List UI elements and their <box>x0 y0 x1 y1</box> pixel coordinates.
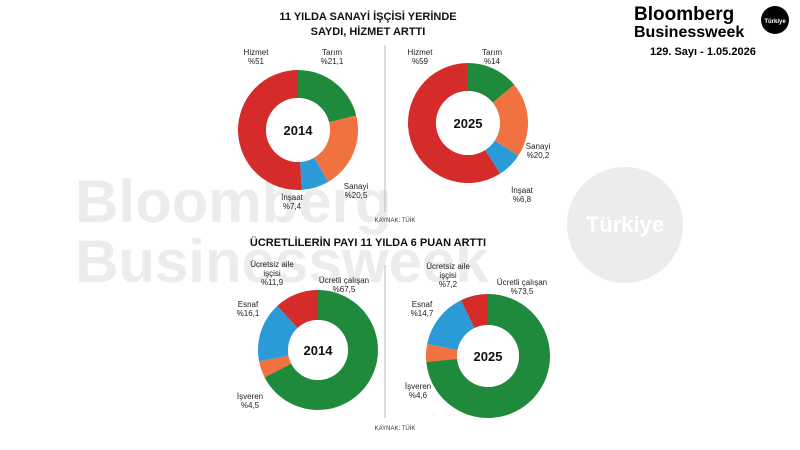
donut-hole <box>288 320 348 380</box>
donut-segment <box>485 140 519 174</box>
watermark-line2: Businessweek <box>75 228 489 295</box>
section-title: SAYDI, HİZMET ARTTI <box>311 25 426 38</box>
category-label: Tarım <box>482 48 502 57</box>
segment-label: Sanayi %20,5 <box>336 182 376 200</box>
value-label: %14 <box>483 57 500 66</box>
value-label: %16,1 <box>236 309 260 318</box>
category-label: Ücretli çalışan <box>496 278 548 287</box>
donut-hole <box>457 325 519 387</box>
donut-segment <box>300 157 329 190</box>
value-label: %11,9 <box>260 278 284 287</box>
donut-segment <box>468 63 515 103</box>
issue: 129. Sayı - 1.05.2026 <box>650 46 756 58</box>
donut-segment <box>460 294 488 329</box>
segment-label: Hizmet %51 <box>236 48 276 66</box>
category-label: Esnaf <box>237 300 259 309</box>
watermark-badge: Türkiye <box>586 212 664 237</box>
category-label: İşveren <box>404 382 432 391</box>
donut-segment <box>425 343 458 362</box>
donut-segment <box>492 84 528 156</box>
value-label: %7,4 <box>282 202 302 211</box>
value-label: %20,2 <box>526 151 550 160</box>
donut-segment <box>264 290 378 410</box>
donut-segment <box>277 290 318 329</box>
segment-label: Ücretli çalışan %73,5 <box>492 278 552 296</box>
brand-badge: Türkiye <box>764 19 786 25</box>
donut-segment <box>298 70 357 123</box>
section-title: 11 YILDA SANAYİ İŞÇİSİ YERİNDE <box>279 10 456 23</box>
value-label: %7,2 <box>438 280 458 289</box>
segment-label: Sanayi %20,2 <box>518 142 558 160</box>
category-label: Hizmet <box>243 48 269 57</box>
donut-hole <box>266 98 330 162</box>
segment-label: Ücretsiz aile işçisi %11,9 <box>250 260 294 287</box>
segment-label: Ücretli çalışan %67,5 <box>314 276 374 294</box>
value-label: %4,5 <box>240 401 260 410</box>
category-label: Esnaf <box>411 300 433 309</box>
value-label: %73,5 <box>510 287 534 296</box>
value-label: %20,5 <box>344 191 368 200</box>
source: KAYNAK: TÜİK <box>375 217 416 224</box>
center-label: 2025 <box>454 116 483 131</box>
segment-label: İnşaat %7,4 <box>272 193 312 211</box>
watermark-line1: Bloomberg <box>75 168 392 235</box>
segment-label: Tarım %21,1 <box>312 48 352 66</box>
category-label: İnşaat <box>281 193 303 202</box>
category-label: Sanayi <box>525 142 551 151</box>
donut-hole <box>436 91 500 155</box>
value-label: %6,8 <box>512 195 532 204</box>
donut-segment <box>259 355 292 378</box>
segment-label: Esnaf %16,1 <box>228 300 268 318</box>
category-label: Ücretsiz aile işçisi <box>426 262 470 280</box>
value-label: %51 <box>247 57 264 66</box>
center-label: 2014 <box>284 123 314 138</box>
donut-segment <box>426 294 550 418</box>
source: KAYNAK: TÜİK <box>375 425 416 432</box>
donut-segment <box>258 306 298 362</box>
donut-segment <box>407 63 501 183</box>
segment-label: Ücretsiz aile işçisi %7,2 <box>426 262 470 289</box>
value-label: %14,7 <box>410 309 434 318</box>
segment-label: İşveren %4,5 <box>230 392 270 410</box>
value-label: %67,5 <box>332 285 356 294</box>
donut-segment <box>238 70 302 190</box>
category-label: Ücretli çalışan <box>318 276 370 285</box>
category-label: Hizmet <box>407 48 433 57</box>
category-label: İnşaat <box>511 186 533 195</box>
segment-label: İnşaat %6,8 <box>502 186 542 204</box>
watermark-badge-circle <box>567 167 683 283</box>
segment-label: Tarım %14 <box>472 48 512 66</box>
category-label: Sanayi <box>343 182 369 191</box>
category-label: Ücretsiz aile işçisi <box>250 260 294 278</box>
donut-segment <box>427 300 475 350</box>
category-label: Tarım <box>322 48 342 57</box>
donut-segment <box>314 115 358 182</box>
value-label: %21,1 <box>320 57 344 66</box>
category-label: İşveren <box>236 392 264 401</box>
segment-label: İşveren %4,6 <box>398 382 438 400</box>
segment-label: Hizmet %59 <box>400 48 440 66</box>
watermark: Bloomberg Businessweek Türkiye <box>75 167 683 295</box>
value-label: %59 <box>411 57 428 66</box>
center-label: 2014 <box>304 343 334 358</box>
brand-line2: Businessweek <box>634 24 744 41</box>
section-title: ÜCRETLİLERİN PAYI 11 YILDA 6 PUAN ARTTI <box>250 236 486 249</box>
brand-line1: Bloomberg <box>634 4 734 25</box>
brand: Bloomberg Businessweek Türkiye 129. Sayı… <box>634 4 789 58</box>
segment-label: Esnaf %14,7 <box>402 300 442 318</box>
value-label: %4,6 <box>408 391 428 400</box>
brand-badge-circle <box>761 6 789 34</box>
center-label: 2025 <box>474 349 503 364</box>
